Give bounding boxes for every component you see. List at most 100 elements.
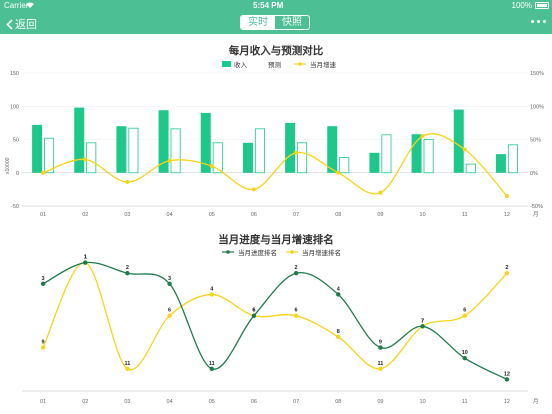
tab-snapshot[interactable]: 快照: [282, 17, 302, 28]
status-bar: Carrier 5:54 PM 100%: [0, 0, 552, 12]
bar-income: [453, 109, 464, 173]
bar-forecast: [465, 163, 476, 174]
label-growth-rank: 6: [295, 308, 298, 314]
tab-realtime[interactable]: 实时: [241, 16, 275, 29]
bar-forecast: [423, 139, 434, 174]
chart2-title: 当月进度与当月增速排名: [218, 233, 334, 246]
label-growth-rank: 11: [378, 361, 384, 367]
chart1-xtick: 09: [377, 212, 383, 218]
legend-label-forecast: 预测: [268, 60, 282, 69]
point-growth: [83, 157, 88, 162]
point-growth: [336, 170, 341, 175]
chart2-xtick: 03: [124, 399, 130, 405]
chart1-y2tick: 150%: [530, 71, 544, 77]
label-progress-rank: 10: [462, 350, 468, 356]
chart2-xtick: 05: [209, 399, 215, 405]
point-growth-rank: [209, 292, 214, 297]
point-progress-rank: [336, 292, 341, 297]
label-progress-rank: 3: [42, 276, 45, 282]
battery-icon: [535, 2, 549, 9]
bar-forecast: [170, 128, 181, 174]
point-progress-rank: [209, 366, 214, 371]
chart1-ytick: -50: [11, 204, 19, 210]
point-growth-rank: [504, 271, 510, 276]
bar-forecast: [128, 127, 139, 174]
point-progress-rank: [378, 345, 383, 350]
bar-forecast: [507, 144, 518, 174]
label-progress-rank: 1: [84, 255, 87, 261]
label-growth-rank: 1: [84, 255, 87, 261]
clock: 5:54 PM: [253, 1, 284, 10]
point-growth-rank: [167, 313, 172, 318]
point-progress-rank: [83, 260, 88, 265]
chart2-xunit: 月: [533, 398, 539, 405]
chart1-xtick: 06: [251, 212, 257, 218]
chart1-xtick: 03: [124, 212, 130, 218]
label-growth-rank: 2: [505, 265, 508, 271]
chart1-xtick: 02: [82, 212, 88, 218]
label-progress-rank: 4: [337, 286, 341, 292]
label-progress-rank: 9: [379, 340, 382, 346]
label-progress-rank: 6: [252, 308, 255, 314]
chart2-xtick: 08: [335, 399, 341, 405]
ellipsis-icon[interactable]: [531, 20, 546, 23]
chart1-xtick: 05: [209, 212, 215, 218]
bar-forecast: [381, 134, 392, 174]
point-growth: [167, 158, 172, 163]
line-progress-rank: [42, 261, 508, 380]
label-progress-rank: 2: [295, 265, 298, 271]
point-growth: [41, 170, 46, 175]
bar-forecast: [254, 128, 265, 174]
chart2-xtick: 06: [251, 399, 257, 405]
battery-percent: 100%: [511, 1, 532, 10]
bar-income: [285, 122, 296, 173]
chart1-xtick: 12: [504, 212, 510, 218]
legend-label-income: 收入: [234, 60, 248, 69]
chart1-ytick: 0: [16, 171, 19, 177]
chart1-title: 每月收入与预测对比: [229, 44, 324, 57]
point-growth-rank: [125, 366, 130, 371]
label-growth-rank: 7: [421, 318, 424, 324]
label-growth-rank: 6: [252, 308, 255, 314]
point-progress-rank: [251, 313, 257, 318]
chart1-xunit: 月: [533, 211, 539, 218]
legend-dot-progress: [226, 250, 230, 254]
label-progress-rank: 11: [209, 361, 215, 367]
point-growth: [125, 180, 130, 185]
chart2-xtick: 04: [167, 399, 173, 405]
back-button[interactable]: 返回: [6, 16, 37, 32]
chart2-xtick: 09: [377, 399, 383, 405]
point-growth-rank: [40, 345, 46, 350]
legend-swatch-income: [222, 61, 231, 67]
point-growth-rank: [462, 313, 467, 318]
point-progress-rank: [293, 271, 299, 276]
chart2-xtick: 10: [420, 399, 426, 405]
legend-label-growth-rank: 当月增速排名: [302, 248, 341, 257]
label-growth-rank: 4: [210, 286, 214, 292]
wifi-icon: [26, 2, 34, 8]
bar-income: [495, 154, 506, 173]
chart1-xtick: 08: [335, 212, 341, 218]
point-progress-rank: [40, 281, 46, 287]
chart1-ytick: 50: [13, 138, 19, 144]
segmented-control: 实时 快照: [240, 15, 310, 30]
point-growth-rank: [293, 313, 299, 318]
chart2-xtick: 01: [40, 399, 46, 405]
bar-forecast: [44, 137, 55, 174]
label-growth-rank: 11: [125, 361, 131, 367]
legend-label-growth: 当月增速: [310, 60, 337, 69]
bar-forecast: [212, 142, 223, 174]
legend-dot-growth-rank: [290, 250, 294, 254]
point-growth: [420, 134, 425, 139]
point-progress-rank: [462, 355, 467, 361]
point-progress-rank: [125, 271, 130, 276]
point-growth: [378, 190, 383, 195]
bar-forecast: [297, 142, 308, 174]
chart1-xtick: 10: [420, 212, 426, 218]
chart1-xtick: 01: [40, 212, 46, 218]
chevron-left-icon: [6, 18, 13, 30]
legend-label-progress: 当月进度排名: [238, 248, 277, 257]
chart1-y2tick: -50%: [530, 204, 543, 210]
chart1-y2tick: 50%: [530, 138, 541, 144]
